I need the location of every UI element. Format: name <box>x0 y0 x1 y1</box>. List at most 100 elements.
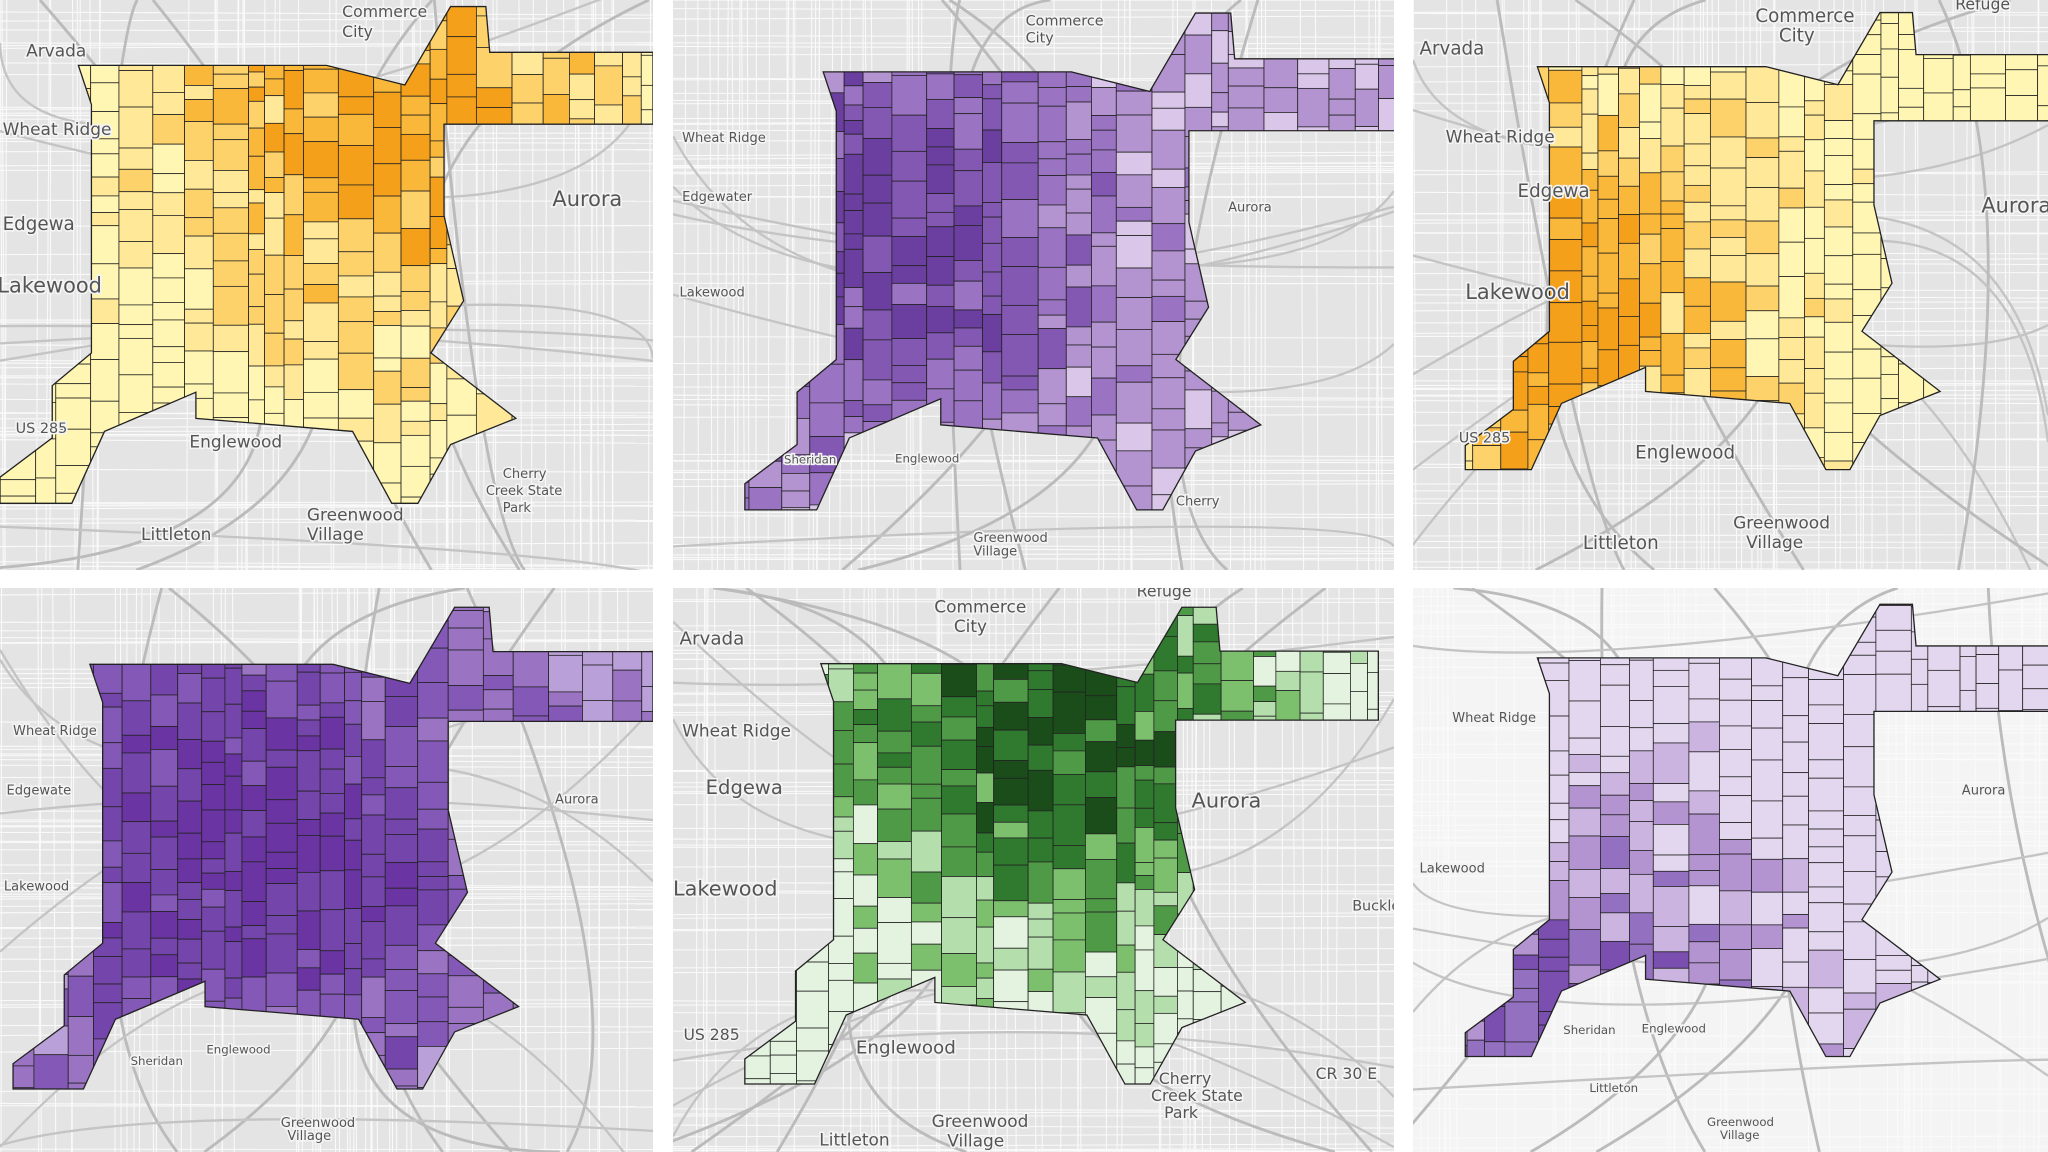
place-label: Arvada <box>26 41 86 61</box>
tract <box>993 804 1029 823</box>
tract <box>1116 686 1136 725</box>
street <box>1446 0 1450 570</box>
street <box>673 643 1394 647</box>
place-label: Commerce <box>342 2 427 21</box>
street <box>673 1147 1394 1152</box>
tract <box>417 808 449 830</box>
tract <box>1116 807 1136 844</box>
tract <box>303 284 339 304</box>
tract <box>1116 1040 1136 1065</box>
tract <box>241 785 267 811</box>
tract <box>1581 88 1599 115</box>
tract <box>296 835 321 873</box>
tract <box>1153 1012 1178 1045</box>
tract <box>319 973 345 995</box>
tract <box>1600 836 1630 869</box>
tract <box>1115 381 1153 424</box>
tract <box>1253 656 1277 687</box>
tract <box>344 671 363 702</box>
tract <box>1804 392 1825 429</box>
tract <box>1151 279 1186 297</box>
tract <box>993 947 1029 971</box>
tract <box>1177 990 1194 1020</box>
tract <box>852 742 878 781</box>
tract <box>1688 698 1720 723</box>
tract <box>1998 669 2024 712</box>
tract <box>265 933 298 974</box>
place-label: Littleton <box>1583 533 1659 554</box>
tract <box>55 397 92 430</box>
tract <box>852 804 878 845</box>
tract <box>1910 658 1929 685</box>
tract <box>1085 833 1118 860</box>
tract <box>1597 175 1619 200</box>
tract <box>843 153 864 195</box>
tract <box>90 212 120 227</box>
tract <box>447 610 484 629</box>
tract <box>1719 822 1752 840</box>
tract <box>1052 750 1086 775</box>
tract <box>976 772 995 803</box>
tract <box>248 127 265 157</box>
place-label: Wheat Ridge <box>1452 711 1536 726</box>
tract <box>296 735 321 752</box>
tract <box>993 900 1029 918</box>
place-label: Greenwood <box>932 1111 1029 1131</box>
place-label: Edgewa <box>1518 181 1590 202</box>
tract <box>1001 375 1039 391</box>
tract <box>1116 766 1136 809</box>
tract <box>1568 835 1601 870</box>
tract <box>1880 373 1899 400</box>
tract <box>67 1082 94 1090</box>
tract <box>337 389 375 419</box>
tract <box>296 819 321 836</box>
tract <box>33 1054 69 1090</box>
tract <box>1527 403 1550 441</box>
tract <box>337 218 375 253</box>
tract <box>1719 924 1752 950</box>
tract <box>1600 664 1630 686</box>
tract <box>319 702 345 718</box>
street <box>705 588 708 1152</box>
tract <box>877 658 912 700</box>
tract <box>640 54 653 86</box>
tract <box>1745 102 1780 139</box>
tract <box>1629 873 1654 914</box>
tract <box>862 339 893 381</box>
tract <box>429 301 448 329</box>
tract <box>1568 929 1601 966</box>
tract <box>1263 54 1299 89</box>
tract <box>1688 790 1720 815</box>
tract <box>1808 949 1844 989</box>
tract <box>447 1006 484 1025</box>
tract <box>373 163 402 197</box>
tract <box>512 650 549 688</box>
tract <box>1253 701 1277 717</box>
tract <box>1660 228 1685 262</box>
tract <box>1751 685 1784 701</box>
tract <box>1719 839 1752 855</box>
tract <box>891 180 928 219</box>
tract <box>1600 726 1630 757</box>
tract <box>212 123 249 141</box>
tract <box>1618 67 1640 95</box>
tract <box>843 85 864 106</box>
tract <box>201 809 226 843</box>
tract <box>1134 807 1155 828</box>
tract <box>1378 65 1394 99</box>
tract <box>417 889 449 926</box>
tract <box>265 972 298 1007</box>
tract <box>852 927 878 954</box>
tract <box>1568 785 1601 809</box>
tract <box>796 1027 829 1052</box>
tract <box>118 209 154 242</box>
tract <box>993 969 1029 1003</box>
tract <box>1804 316 1825 338</box>
tract <box>953 309 983 329</box>
street <box>1447 588 1451 1152</box>
tract <box>1683 201 1711 223</box>
tract <box>1808 679 1844 706</box>
tract <box>1037 141 1067 160</box>
tract <box>2037 65 2048 107</box>
tract <box>1091 321 1117 348</box>
